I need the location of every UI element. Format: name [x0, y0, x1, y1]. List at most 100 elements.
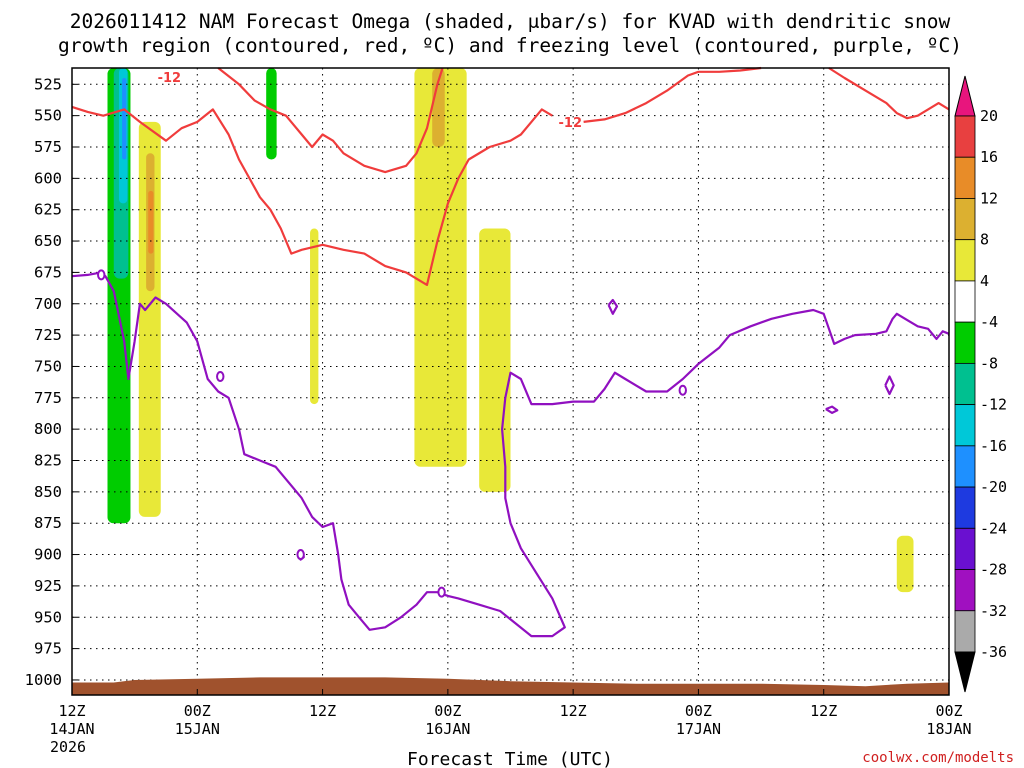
- colorbar-band-5: [954, 321, 976, 364]
- colorbar-band-8: [954, 445, 976, 488]
- colorbar: 20 16 12 8 4 -4 -8 -12 -16 -20 -24 -28 -32 -36: [954, 75, 1007, 693]
- colorbar-band-2: [954, 198, 976, 241]
- dendritic-contours: -12 -12: [71, 66, 950, 286]
- dendritic-label-1: -12: [559, 116, 583, 131]
- x-tick-label: 00Z: [935, 702, 962, 720]
- y-tick-label: 725: [34, 326, 62, 344]
- x-tick-label: 16JAN: [425, 720, 470, 738]
- x-tick-label: 00Z: [685, 702, 712, 720]
- y-tick-label: 825: [34, 452, 62, 470]
- colorbar-label: -16: [980, 437, 1007, 455]
- title-line-1: 2026011412 NAM Forecast Omega (shaded, μ…: [70, 10, 951, 33]
- y-tick-label: 750: [34, 357, 62, 375]
- freezing-label-0: [97, 269, 106, 281]
- freezing-contour-3: [825, 405, 839, 414]
- omega-region-4: [138, 121, 161, 517]
- colorbar-band-6: [954, 362, 976, 406]
- freezing-level-contours: [71, 269, 950, 638]
- dendritic-contour-0: [71, 105, 553, 286]
- omega-region-12: [896, 535, 914, 593]
- colorbar-band-4: [954, 280, 976, 323]
- colorbar-bottom-arrow: [954, 651, 976, 693]
- y-tick-label: 1000: [25, 671, 62, 689]
- y-tick-label: 800: [34, 420, 62, 438]
- plot-border: [71, 67, 950, 696]
- colorbar-label: -12: [980, 396, 1007, 414]
- colorbar-band-12: [954, 610, 976, 653]
- omega-region-8: [310, 228, 319, 405]
- y-tick-label: 575: [34, 138, 62, 156]
- freezing-contour-0: [71, 271, 950, 638]
- freezing-label-1: [216, 370, 225, 382]
- freezing-label-4: [296, 549, 305, 561]
- colorbar-band-10: [954, 527, 976, 570]
- colorbar-label: -24: [980, 519, 1007, 537]
- x-tick-label: 18JAN: [926, 720, 971, 738]
- omega-region-10: [432, 68, 445, 148]
- y-tick-label: 975: [34, 640, 62, 658]
- colorbar-band-7: [954, 404, 976, 447]
- colorbar-label: 12: [980, 189, 998, 207]
- omega-region-6: [148, 190, 154, 254]
- x-tick-label: 15JAN: [175, 720, 220, 738]
- y-axis: 525 550 575 600 625 650 675 700 725 750 775 800 825 8…: [25, 75, 78, 689]
- colorbar-label: -20: [980, 478, 1007, 496]
- y-tick-label: 650: [34, 232, 62, 250]
- x-tick-label: 12Z: [810, 702, 837, 720]
- colorbar-top-arrow: [954, 75, 976, 117]
- y-tick-label: 925: [34, 577, 62, 595]
- plot-area: -12 -12: [71, 66, 950, 696]
- x-tick-label: 00Z: [434, 702, 461, 720]
- colorbar-band-1: [954, 156, 976, 199]
- y-tick-label: 875: [34, 514, 62, 532]
- x-tick-label: 12Z: [309, 702, 336, 720]
- omega-region-11: [479, 228, 511, 492]
- y-tick-label: 950: [34, 608, 62, 626]
- freezing-label-3: [678, 384, 687, 396]
- x-tick-label: 2026: [50, 738, 86, 756]
- colorbar-label: -32: [980, 602, 1007, 620]
- freezing-contour-4: [884, 375, 895, 396]
- x-tick-label: 14JAN: [49, 720, 94, 738]
- colorbar-label: 16: [980, 148, 998, 166]
- credit-text: coolwx.com/modelts: [862, 750, 1014, 766]
- x-axis-label: Forecast Time (UTC): [407, 749, 613, 768]
- colorbar-band-0: [954, 115, 976, 158]
- x-tick-label: 00Z: [184, 702, 211, 720]
- y-tick-label: 600: [34, 169, 62, 187]
- x-tick-label: 12Z: [58, 702, 85, 720]
- dendritic-contour-2: [583, 66, 762, 123]
- dendritic-contour-3: [828, 67, 950, 120]
- colorbar-band-9: [954, 486, 976, 529]
- chart-title: 2026011412 NAM Forecast Omega (shaded, μ…: [58, 10, 962, 57]
- x-tick-label: 17JAN: [676, 720, 721, 738]
- colorbar-label: 20: [980, 107, 998, 125]
- freezing-label-2: [437, 586, 446, 598]
- y-tick-label: 675: [34, 263, 62, 281]
- y-tick-label: 850: [34, 483, 62, 501]
- omega-region-9: [414, 68, 467, 467]
- y-tick-label: 775: [34, 389, 62, 407]
- y-tick-label: 625: [34, 201, 62, 219]
- y-tick-label: 700: [34, 295, 62, 313]
- colorbar-label: -8: [980, 354, 998, 372]
- x-tick-label: 12Z: [560, 702, 587, 720]
- omega-region-3: [122, 78, 127, 160]
- title-line-2: growth region (contoured, red, ºC) and f…: [58, 34, 962, 57]
- colorbar-label: -36: [980, 643, 1007, 661]
- y-tick-label: 525: [34, 75, 62, 93]
- colorbar-band-11: [954, 569, 976, 612]
- dendritic-label-0: -12: [158, 71, 182, 86]
- colorbar-label: 8: [980, 231, 989, 249]
- y-tick-label: 550: [34, 107, 62, 125]
- colorbar-label: -4: [980, 313, 998, 331]
- terrain-fill: [72, 677, 949, 695]
- y-tick-label: 900: [34, 546, 62, 564]
- colorbar-label: -28: [980, 561, 1007, 579]
- colorbar-label: 4: [980, 272, 989, 290]
- dendritic-contour-1: [217, 67, 444, 174]
- colorbar-band-3: [954, 239, 976, 282]
- freezing-contour-2: [607, 298, 619, 315]
